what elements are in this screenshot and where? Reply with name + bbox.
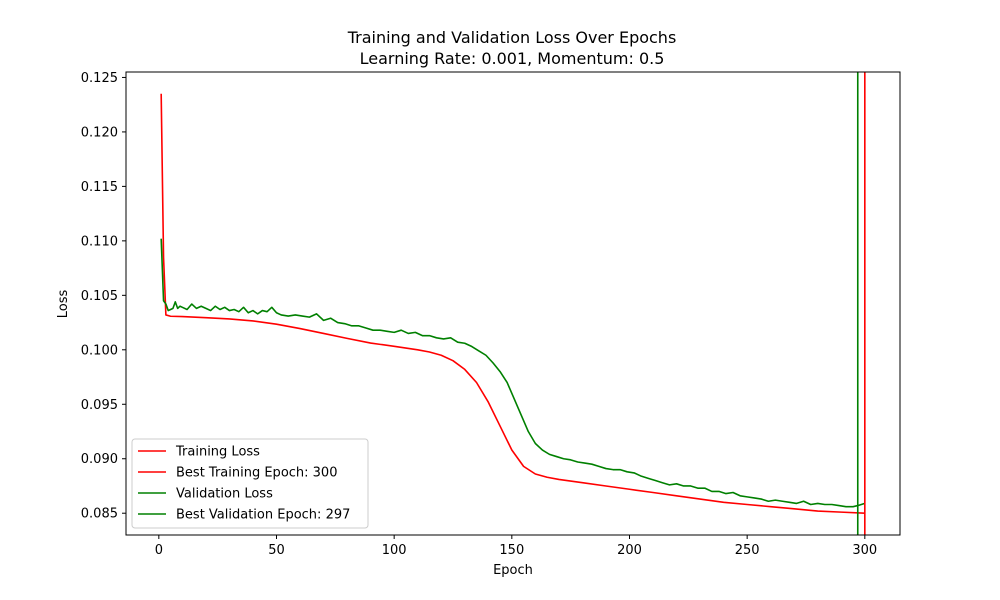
y-tick-label: 0.115 (81, 180, 118, 195)
y-tick-label: 0.120 (81, 125, 118, 140)
chart-title: Training and Validation Loss Over Epochs (347, 28, 677, 47)
series-layer (160, 93, 866, 515)
legend: Training Loss Best Training Epoch: 300 Val… (131, 438, 369, 529)
x-axis-label: Epoch (493, 563, 533, 578)
y-tick-label: 0.110 (81, 234, 118, 249)
x-tick-label: 50 (268, 543, 285, 558)
y-tick-label: 0.105 (81, 289, 118, 304)
x-tick-label: 300 (852, 543, 877, 558)
training-loss-line (160, 93, 865, 515)
validation-loss-line (160, 238, 866, 508)
y-tick-label: 0.100 (81, 343, 118, 358)
y-axis-label: Loss (56, 290, 71, 319)
x-tick-label: 250 (735, 543, 760, 558)
x-tick-label: 200 (617, 543, 642, 558)
y-tick-label: 0.085 (81, 507, 118, 522)
plot-frame (125, 71, 901, 536)
legend-label: Training Loss (175, 445, 260, 460)
chart-subtitle: Learning Rate: 0.001, Momentum: 0.5 (360, 49, 665, 68)
x-tick-label: 0 (155, 543, 163, 558)
y-tick-label: 0.090 (81, 452, 118, 467)
vertical-line-layer (856, 72, 866, 535)
legend-label: Best Training Epoch: 300 (176, 466, 337, 481)
y-tick-label: 0.095 (81, 398, 118, 413)
legend-label: Best Validation Epoch: 297 (176, 508, 350, 523)
legend-box (131, 438, 369, 529)
y-tick-label: 0.125 (81, 71, 118, 86)
x-axis: 0 50 100 150 200 250 300 (155, 535, 877, 558)
x-tick-label: 100 (382, 543, 407, 558)
legend-label: Validation Loss (176, 487, 273, 502)
y-axis: 0.085 0.090 0.095 0.100 0.105 0.110 0.115 0.120… (81, 71, 126, 522)
x-tick-label: 150 (499, 543, 524, 558)
